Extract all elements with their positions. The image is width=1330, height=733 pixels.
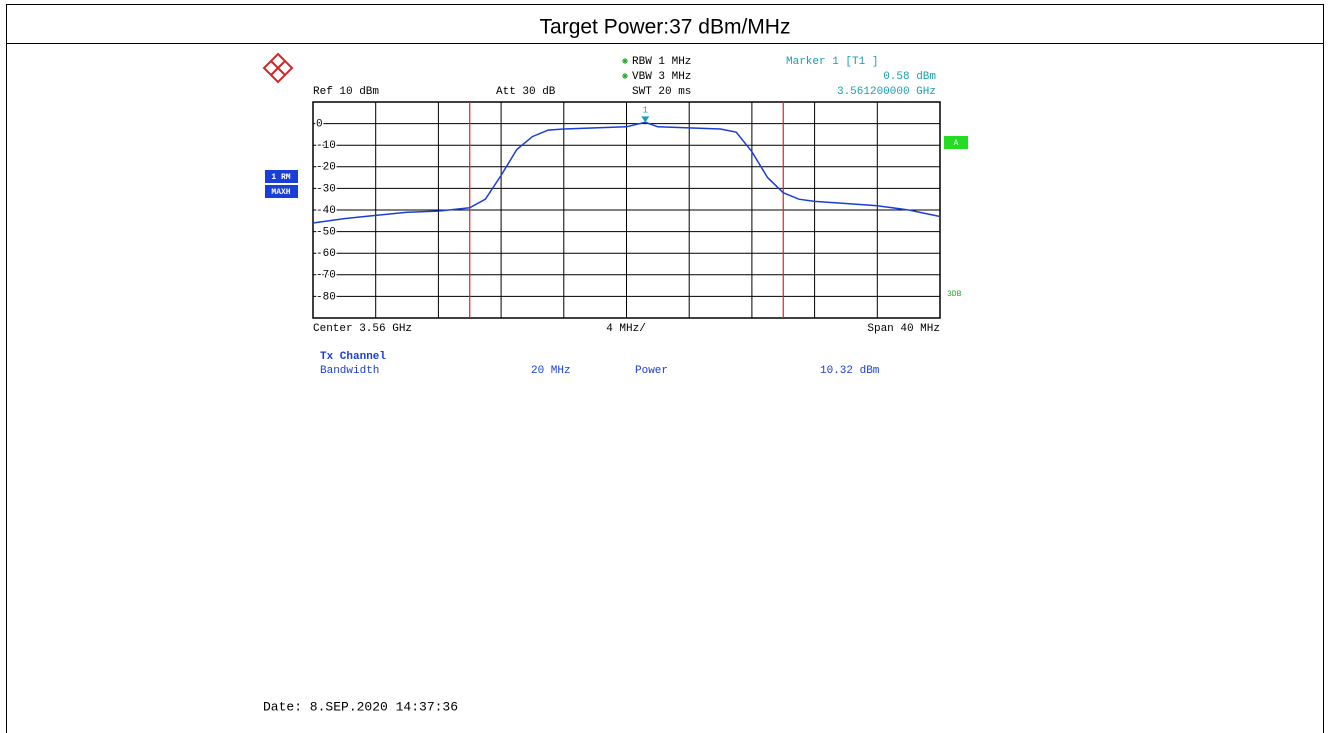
results-heading: Tx Channel <box>320 351 386 363</box>
y-tick-label: -80 <box>316 291 336 303</box>
star <box>622 58 628 79</box>
y-tick-label: -20 <box>316 162 336 174</box>
trigger: A <box>954 139 959 148</box>
marker <box>641 116 650 123</box>
trace-mode: MAXH <box>271 188 290 197</box>
ref-level: Ref 10 dBm <box>313 86 379 98</box>
vbw: VBW 3 MHz <box>632 71 691 83</box>
trace-badge <box>265 185 298 198</box>
sweep-time: SWT 20 ms <box>632 86 691 98</box>
note: 3DB <box>947 290 962 299</box>
marker-label: 1 <box>643 106 648 116</box>
title: Target Power:37 dBm/MHz <box>540 16 791 39</box>
y-tick-label: -70 <box>316 270 336 282</box>
trigger-badge <box>944 136 968 149</box>
bandwidth: 20 MHz <box>531 365 571 377</box>
trace <box>312 121 941 224</box>
y-tick-label: -60 <box>316 248 336 260</box>
logo <box>262 52 294 84</box>
trace-label: 1 RM <box>271 173 290 182</box>
power-label: Power <box>635 365 668 377</box>
y-tick-label: -30 <box>316 183 336 195</box>
trace-badge <box>265 170 298 183</box>
marker-frequency: 3.561200000 GHz <box>837 86 936 98</box>
x-label-mid: 4 MHz/ <box>606 323 646 335</box>
rbw: RBW 1 MHz <box>632 56 691 68</box>
marker-name: Marker 1 [T1 ] <box>786 56 878 68</box>
x-label-left: Center 3.56 GHz <box>313 323 412 335</box>
y-tick-label: -40 <box>316 205 336 217</box>
power: 10.32 dBm <box>820 365 880 377</box>
attenuation: Att 30 dB <box>496 86 556 98</box>
x-label-right: Span 40 MHz <box>867 323 940 335</box>
bandwidth-label: Bandwidth <box>320 365 379 377</box>
y-tick-label: 0 <box>316 119 323 131</box>
date: Date: 8.SEP.2020 14:37:36 <box>263 699 458 714</box>
y-tick-label: -50 <box>316 227 336 239</box>
y-tick-label: -10 <box>316 140 336 152</box>
marker-value: 0.58 dBm <box>883 71 936 83</box>
